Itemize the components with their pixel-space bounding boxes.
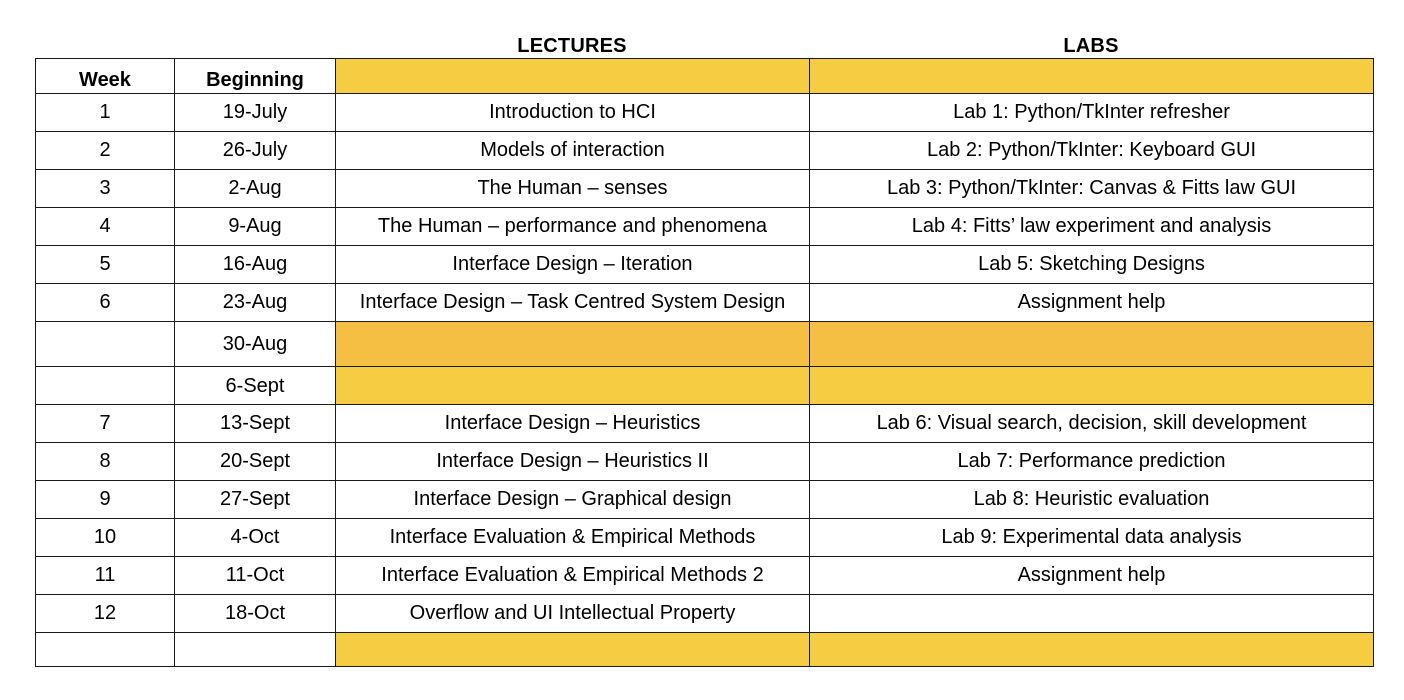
lecture-cell: Interface Design – Iteration [335,245,810,284]
column-group-headers: LECTURES LABS [35,34,1373,58]
lecture-cell: Interface Design – Task Centred System D… [335,283,810,322]
week-cell: 3 [35,169,175,208]
week-cell: 10 [35,518,175,557]
lab-cell: Lab 2: Python/TkInter: Keyboard GUI [809,131,1374,170]
week-column-header: Week [35,58,175,94]
table-row: 1 19-July Introduction to HCI Lab 1: Pyt… [35,93,1374,132]
lab-cell: Lab 6: Visual search, decision, skill de… [809,404,1374,443]
table-row: 10 4-Oct Interface Evaluation & Empirica… [35,518,1374,557]
table-row: 6 23-Aug Interface Design – Task Centred… [35,283,1374,322]
lectures-heading: LECTURES [517,35,627,57]
beginning-cell: 26-July [174,131,336,170]
beginning-cell: 11-Oct [174,556,336,595]
week-cell: 12 [35,594,175,633]
week-cell: 8 [35,442,175,481]
beginning-cell: 2-Aug [174,169,336,208]
lab-cell: Lab 9: Experimental data analysis [809,518,1374,557]
lecture-cell: Overflow and UI Intellectual Property [335,594,810,633]
lecture-cell [335,632,810,667]
table-header-row: Week Beginning [35,58,1374,94]
table-row: 2 26-July Models of interaction Lab 2: P… [35,131,1374,170]
lecture-cell: Interface Design – Heuristics [335,404,810,443]
beginning-cell: 18-Oct [174,594,336,633]
week-cell: 2 [35,131,175,170]
beginning-cell: 6-Sept [174,366,336,405]
lab-cell: Assignment help [809,556,1374,595]
week-cell [35,366,175,405]
lab-cell: Lab 7: Performance prediction [809,442,1374,481]
lab-cell: Lab 4: Fitts’ law experiment and analysi… [809,207,1374,246]
lab-cell: Assignment help [809,283,1374,322]
beginning-cell: 30-Aug [174,321,336,367]
lecture-cell: Interface Evaluation & Empirical Methods… [335,556,810,595]
lab-cell: Lab 5: Sketching Designs [809,245,1374,284]
table-row: 11 11-Oct Interface Evaluation & Empiric… [35,556,1374,595]
week-cell: 6 [35,283,175,322]
lab-cell [809,366,1374,405]
lecture-cell: The Human – performance and phenomena [335,207,810,246]
lecture-cell: The Human – senses [335,169,810,208]
break-row: 6-Sept [35,366,1374,405]
lab-header-cell [809,58,1374,94]
beginning-cell: 13-Sept [174,404,336,443]
week-cell: 4 [35,207,175,246]
week-cell: 7 [35,404,175,443]
table-row: 3 2-Aug The Human – senses Lab 3: Python… [35,169,1374,208]
beginning-cell: 4-Oct [174,518,336,557]
table-row: 9 27-Sept Interface Design – Graphical d… [35,480,1374,519]
beginning-cell: 23-Aug [174,283,336,322]
lecture-cell [335,366,810,405]
week-cell [35,321,175,367]
lab-cell: Lab 3: Python/TkInter: Canvas & Fitts la… [809,169,1374,208]
lecture-header-cell [335,58,810,94]
beginning-cell: 27-Sept [174,480,336,519]
lecture-cell: Models of interaction [335,131,810,170]
beginning-cell: 9-Aug [174,207,336,246]
lab-cell [809,632,1374,667]
beginning-column-header: Beginning [174,58,336,94]
break-row: 30-Aug [35,321,1374,367]
labs-heading: LABS [1063,35,1119,57]
table-row: 8 20-Sept Interface Design – Heuristics … [35,442,1374,481]
beginning-cell [174,632,336,667]
week-cell: 9 [35,480,175,519]
lecture-cell: Interface Design – Graphical design [335,480,810,519]
schedule-table: Week Beginning 1 19-July Introduction to… [35,58,1374,667]
table-row: 4 9-Aug The Human – performance and phen… [35,207,1374,246]
table-row: 12 18-Oct Overflow and UI Intellectual P… [35,594,1374,633]
lecture-cell [335,321,810,367]
lab-cell: Lab 8: Heuristic evaluation [809,480,1374,519]
lab-cell [809,321,1374,367]
beginning-cell: 16-Aug [174,245,336,284]
table-row [35,632,1374,667]
week-cell: 11 [35,556,175,595]
week-cell [35,632,175,667]
lecture-cell: Interface Design – Heuristics II [335,442,810,481]
lecture-cell: Introduction to HCI [335,93,810,132]
lecture-cell: Interface Evaluation & Empirical Methods [335,518,810,557]
lab-cell: Lab 1: Python/TkInter refresher [809,93,1374,132]
table-row: 7 13-Sept Interface Design – Heuristics … [35,404,1374,443]
beginning-cell: 20-Sept [174,442,336,481]
beginning-cell: 19-July [174,93,336,132]
week-cell: 5 [35,245,175,284]
table-row: 5 16-Aug Interface Design – Iteration La… [35,245,1374,284]
week-cell: 1 [35,93,175,132]
lab-cell [809,594,1374,633]
